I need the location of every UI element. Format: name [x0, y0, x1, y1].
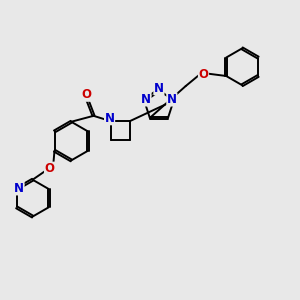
Text: O: O [199, 68, 208, 81]
Text: N: N [167, 93, 177, 106]
Text: O: O [81, 88, 92, 101]
Text: N: N [141, 93, 151, 106]
Text: O: O [44, 162, 55, 175]
Text: N: N [14, 182, 24, 195]
Text: N: N [154, 82, 164, 95]
Text: N: N [105, 112, 115, 125]
